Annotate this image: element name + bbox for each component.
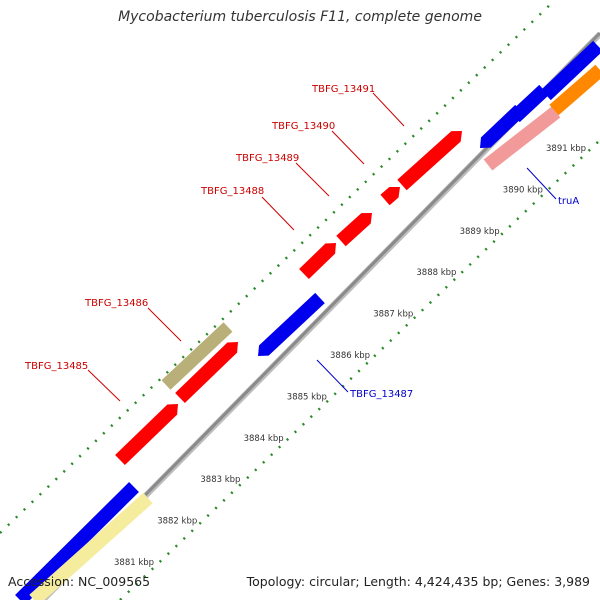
gene-label-tbfg-13491[interactable]: TBFG_13491 <box>311 84 375 95</box>
tick-label: 3890 kbp <box>503 185 543 195</box>
gene-tbfg-13487[interactable] <box>258 292 325 356</box>
leader-line <box>526 167 557 200</box>
tick-label: 3885 kbp <box>287 392 327 402</box>
gene-tbfg-13486[interactable] <box>161 322 233 390</box>
gene-tbfg-13485[interactable] <box>115 404 178 466</box>
tick-label: 3888 kbp <box>416 268 456 278</box>
gene-label-tbfg-13489[interactable]: TBFG_13489 <box>235 153 299 164</box>
inner-dotted-track <box>119 139 600 600</box>
tick-label: 3891 kbp <box>546 144 586 154</box>
gene-label-trua[interactable]: truA <box>558 196 579 207</box>
gene-blue-upper-2[interactable] <box>510 84 549 123</box>
gene-label-tbfg-13485[interactable]: TBFG_13485 <box>24 361 88 372</box>
leader-line <box>87 369 121 402</box>
gene-blue-top[interactable] <box>541 40 600 101</box>
gene-tbfg-13490[interactable] <box>380 186 400 206</box>
accession-text: Accession: NC_009565 <box>8 574 151 589</box>
leader-line <box>316 359 349 393</box>
tick-label: 3884 kbp <box>244 434 284 444</box>
leader-line <box>147 307 182 342</box>
gene-label-tbfg-13490[interactable]: TBFG_13490 <box>271 121 335 132</box>
gene-orange-top[interactable] <box>549 64 600 116</box>
leader-line <box>372 92 405 127</box>
gene-tbfg-13489[interactable] <box>336 213 372 247</box>
gene-trua[interactable] <box>483 106 561 171</box>
tick-label: 3889 kbp <box>460 227 500 237</box>
gene-blue-upper[interactable] <box>480 104 525 148</box>
topology-summary: Topology: circular; Length: 4,424,435 bp… <box>246 574 590 589</box>
leader-line <box>261 196 295 231</box>
tick-label: 3886 kbp <box>330 351 370 361</box>
gene-label-tbfg-13486[interactable]: TBFG_13486 <box>84 298 148 309</box>
leader-line <box>331 130 365 165</box>
map-title: Mycobacterium tuberculosis F11, complete… <box>118 9 482 25</box>
outer-dotted-track <box>0 0 556 534</box>
leader-line <box>295 162 330 197</box>
gene-blue-lower[interactable] <box>15 482 139 600</box>
tick-label: 3882 kbp <box>157 517 197 527</box>
gene-tbfg-13488[interactable] <box>299 243 336 280</box>
gene-tbfg-13485b[interactable] <box>175 342 238 404</box>
gene-yellow-lower[interactable] <box>29 492 153 600</box>
gene-tbfg-13491[interactable] <box>397 131 462 191</box>
tick-label: 3881 kbp <box>114 558 154 568</box>
tick-label: 3883 kbp <box>200 475 240 485</box>
tick-label: 3887 kbp <box>373 310 413 320</box>
gene-label-tbfg-13488[interactable]: TBFG_13488 <box>200 186 264 197</box>
gene-label-tbfg-13487[interactable]: TBFG_13487 <box>349 389 413 400</box>
